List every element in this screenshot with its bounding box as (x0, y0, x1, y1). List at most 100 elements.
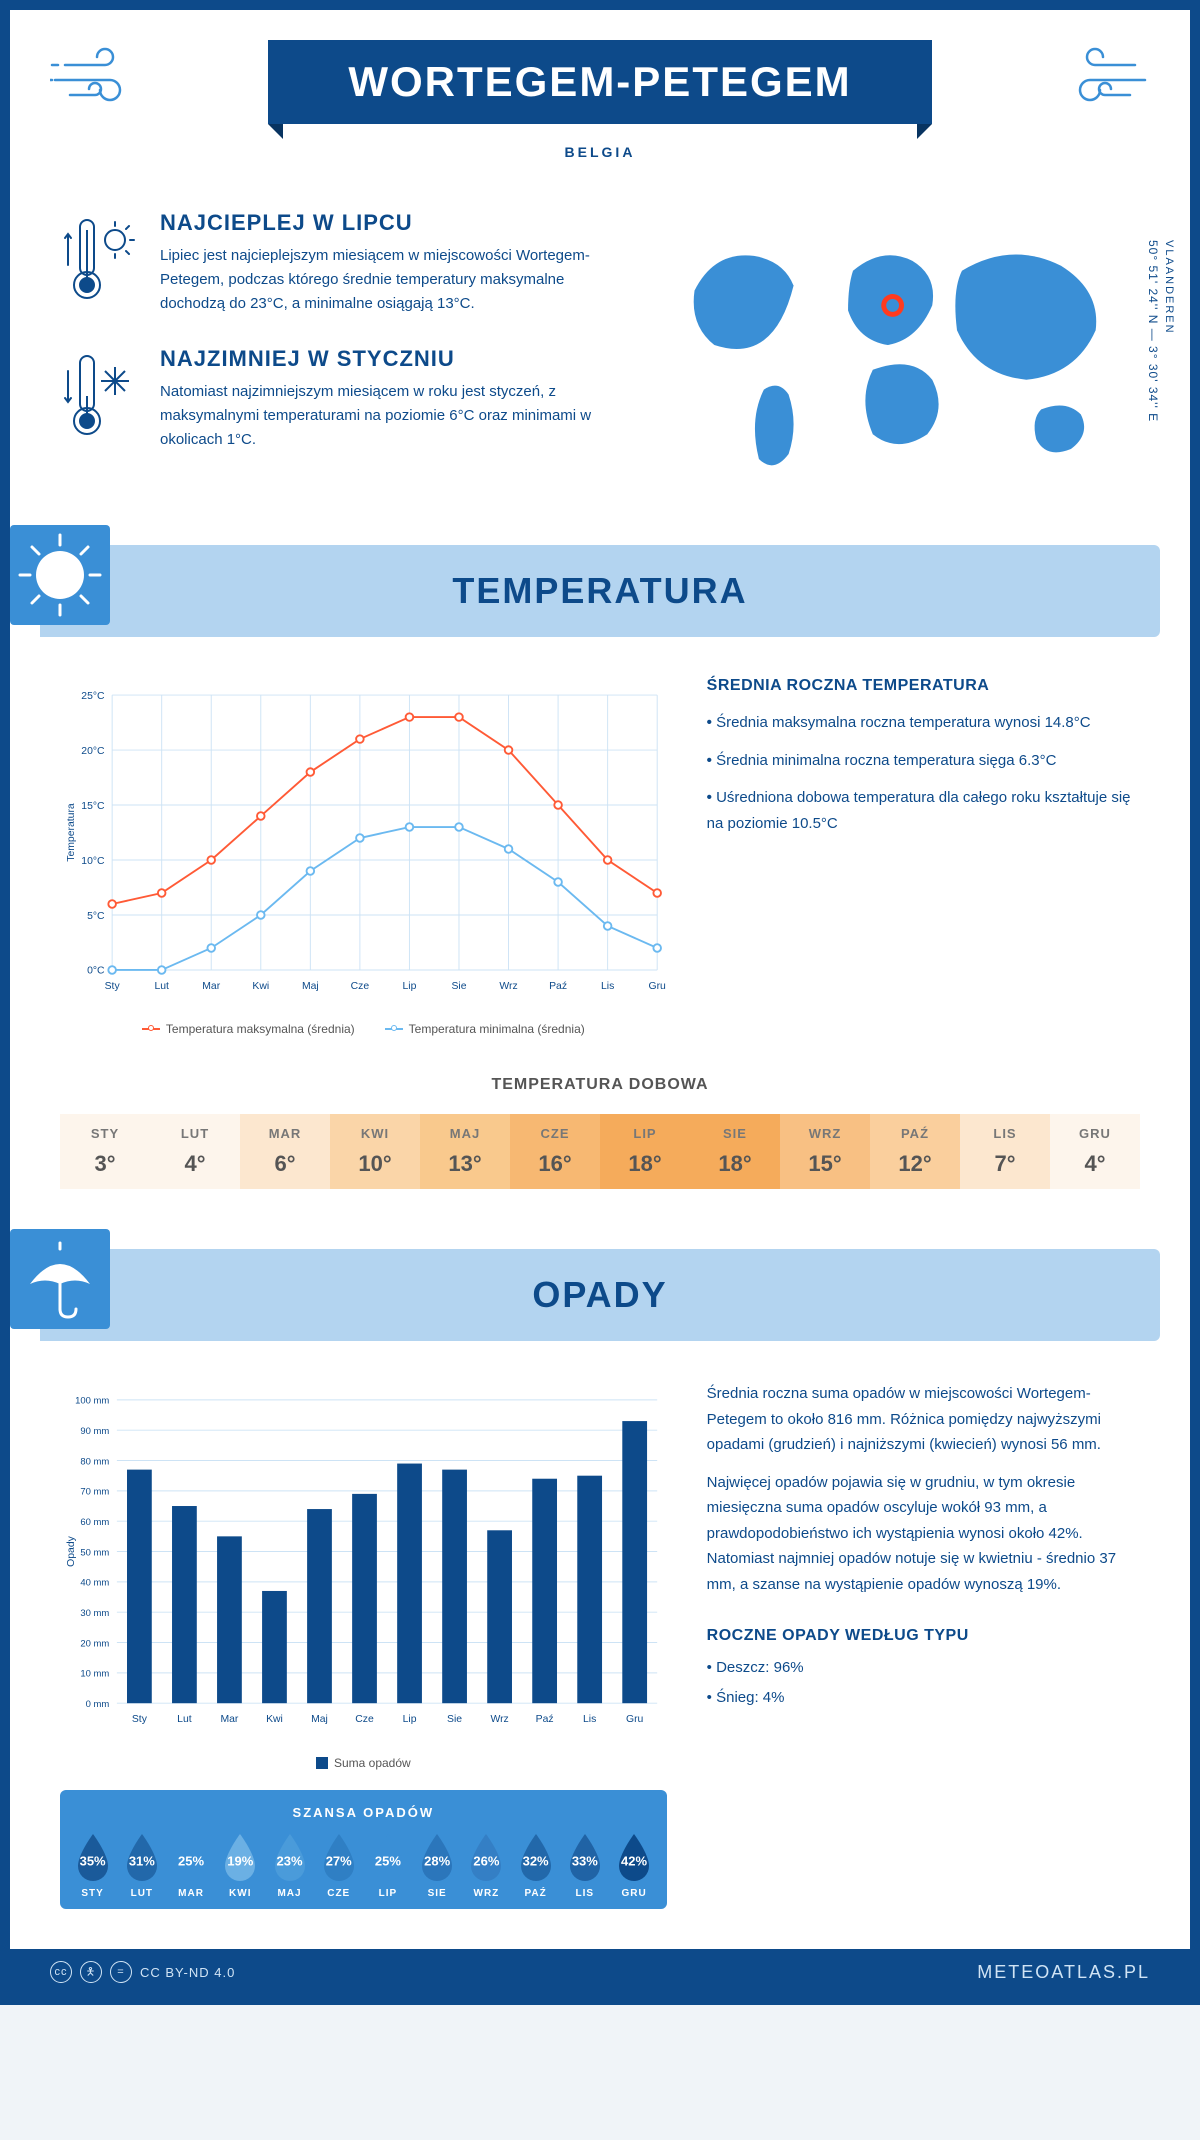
svg-text:Wrz: Wrz (499, 981, 517, 992)
warmest-block: NAJCIEPLEJ W LIPCU Lipiec jest najcieple… (60, 210, 605, 316)
temp-bullet: Uśredniona dobowa temperatura dla całego… (707, 785, 1140, 836)
precipitation-heading: OPADY (532, 1274, 667, 1315)
month-cell: PAŹ12° (870, 1114, 960, 1189)
city-name: WORTEGEM-PETEGEM (348, 58, 851, 105)
temperature-legend: Temperatura maksymalna (średnia)Temperat… (60, 1022, 667, 1036)
svg-text:Lip: Lip (403, 1714, 417, 1725)
svg-text:20°C: 20°C (81, 746, 105, 757)
svg-text:90 mm: 90 mm (80, 1426, 109, 1437)
month-cell: MAJ13° (420, 1114, 510, 1189)
chance-drop: 33% LIS (562, 1832, 607, 1899)
precip-type-title: ROCZNE OPADY WEDŁUG TYPU (707, 1627, 1140, 1645)
annual-temp-title: ŚREDNIA ROCZNA TEMPERATURA (707, 677, 1140, 695)
footer: cc 🯅 = CC BY-ND 4.0 METEOATLAS.PL (10, 1949, 1190, 1995)
svg-text:Mar: Mar (202, 981, 220, 992)
svg-text:10 mm: 10 mm (80, 1669, 109, 1680)
precipitation-legend: Suma opadów (60, 1756, 667, 1770)
svg-text:Paź: Paź (536, 1714, 554, 1725)
world-map: 50° 51' 24'' N — 3° 30' 34'' E VLAANDERE… (645, 210, 1140, 495)
chance-drop: 42% GRU (611, 1832, 656, 1899)
svg-text:50 mm: 50 mm (80, 1547, 109, 1558)
nd-icon: = (110, 1961, 132, 1983)
license: cc 🯅 = CC BY-ND 4.0 (50, 1961, 235, 1983)
svg-text:Maj: Maj (311, 1714, 328, 1725)
svg-text:100 mm: 100 mm (75, 1396, 109, 1407)
svg-text:15°C: 15°C (81, 801, 105, 812)
svg-text:Sie: Sie (447, 1714, 462, 1725)
intro-section: NAJCIEPLEJ W LIPCU Lipiec jest najcieple… (10, 180, 1190, 525)
month-cell: KWI10° (330, 1114, 420, 1189)
temp-bullet: Średnia maksymalna roczna temperatura wy… (707, 710, 1140, 736)
month-cell: SIE18° (690, 1114, 780, 1189)
svg-text:Kwi: Kwi (252, 981, 269, 992)
month-cell: LUT4° (150, 1114, 240, 1189)
precipitation-chance: SZANSA OPADÓW 35% STY 31% LUT 25% MAR (60, 1790, 667, 1909)
sun-icon (10, 525, 110, 625)
content: WORTEGEM-PETEGEM BELGIA NAJCIEPLEJ W LIP… (10, 10, 1190, 1949)
temperature-body: 0°C5°C10°C15°C20°C25°CStyLutMarKwiMajCze… (10, 637, 1190, 1076)
month-cell: LIS7° (960, 1114, 1050, 1189)
header: WORTEGEM-PETEGEM BELGIA (10, 10, 1190, 180)
month-cell: GRU4° (1050, 1114, 1140, 1189)
svg-text:Sty: Sty (105, 981, 121, 992)
svg-text:Wrz: Wrz (490, 1714, 508, 1725)
svg-text:Gru: Gru (626, 1714, 644, 1725)
month-cell: MAR6° (240, 1114, 330, 1189)
svg-text:20 mm: 20 mm (80, 1638, 109, 1649)
svg-text:Cze: Cze (355, 1714, 374, 1725)
temperature-text: ŚREDNIA ROCZNA TEMPERATURA Średnia maksy… (707, 677, 1140, 1036)
chance-drop: 32% PAŹ (513, 1832, 558, 1899)
chance-drop: 26% WRZ (464, 1832, 509, 1899)
svg-text:0°C: 0°C (87, 966, 105, 977)
coldest-block: NAJZIMNIEJ W STYCZNIU Natomiast najzimni… (60, 346, 605, 452)
svg-text:70 mm: 70 mm (80, 1487, 109, 1498)
chance-drop: 28% SIE (415, 1832, 460, 1899)
svg-text:Sty: Sty (132, 1714, 148, 1725)
precip-type-item: • Śnieg: 4% (707, 1685, 1140, 1711)
temperature-chart: 0°C5°C10°C15°C20°C25°CStyLutMarKwiMajCze… (60, 677, 667, 1036)
chance-drop: 25% LIP (365, 1832, 410, 1899)
precipitation-chart-area: 0 mm10 mm20 mm30 mm40 mm50 mm60 mm70 mm8… (60, 1381, 667, 1909)
by-icon: 🯅 (80, 1961, 102, 1983)
svg-text:Lis: Lis (601, 981, 614, 992)
precipitation-section-header: OPADY (40, 1249, 1160, 1341)
precip-type-item: • Deszcz: 96% (707, 1655, 1140, 1681)
svg-text:10°C: 10°C (81, 856, 105, 867)
svg-text:Lut: Lut (154, 981, 169, 992)
precip-legend-label: Suma opadów (334, 1756, 411, 1770)
warmest-text: Lipiec jest najcieplejszym miesiącem w m… (160, 244, 605, 316)
coldest-title: NAJZIMNIEJ W STYCZNIU (160, 346, 605, 372)
intro-text: NAJCIEPLEJ W LIPCU Lipiec jest najcieple… (60, 210, 605, 495)
chance-title: SZANSA OPADÓW (70, 1805, 657, 1820)
svg-text:30 mm: 30 mm (80, 1608, 109, 1619)
thermometer-hot-icon (60, 210, 140, 316)
chance-drop: 27% CZE (316, 1832, 361, 1899)
svg-text:Sie: Sie (451, 981, 466, 992)
svg-text:Cze: Cze (351, 981, 370, 992)
precip-para: Średnia roczna suma opadów w miejscowośc… (707, 1381, 1140, 1458)
svg-text:0 mm: 0 mm (86, 1699, 110, 1710)
world-map-svg (645, 210, 1140, 490)
svg-text:40 mm: 40 mm (80, 1578, 109, 1589)
svg-text:Lut: Lut (177, 1714, 192, 1725)
precip-para: Najwięcej opadów pojawia się w grudniu, … (707, 1470, 1140, 1598)
license-text: CC BY-ND 4.0 (140, 1965, 235, 1980)
svg-text:Lis: Lis (583, 1714, 596, 1725)
daily-temperature: TEMPERATURA DOBOWA STY3°LUT4°MAR6°KWI10°… (10, 1076, 1190, 1229)
temperature-section-header: TEMPERATURA (40, 545, 1160, 637)
chance-drop: 31% LUT (119, 1832, 164, 1899)
svg-text:Opady: Opady (66, 1535, 77, 1566)
svg-text:Lip: Lip (402, 981, 416, 992)
daily-temp-title: TEMPERATURA DOBOWA (60, 1076, 1140, 1094)
temp-bullet: Średnia minimalna roczna temperatura się… (707, 748, 1140, 774)
precipitation-body: 0 mm10 mm20 mm30 mm40 mm50 mm60 mm70 mm8… (10, 1341, 1190, 1949)
thermometer-cold-icon (60, 346, 140, 452)
temperature-heading: TEMPERATURA (452, 570, 747, 611)
svg-text:60 mm: 60 mm (80, 1517, 109, 1528)
svg-text:Temperatura: Temperatura (66, 803, 77, 862)
chance-drop: 23% MAJ (267, 1832, 312, 1899)
chance-drop: 35% STY (70, 1832, 115, 1899)
chance-drop: 19% KWI (218, 1832, 263, 1899)
precipitation-text: Średnia roczna suma opadów w miejscowośc… (707, 1381, 1140, 1909)
cc-icon: cc (50, 1961, 72, 1983)
